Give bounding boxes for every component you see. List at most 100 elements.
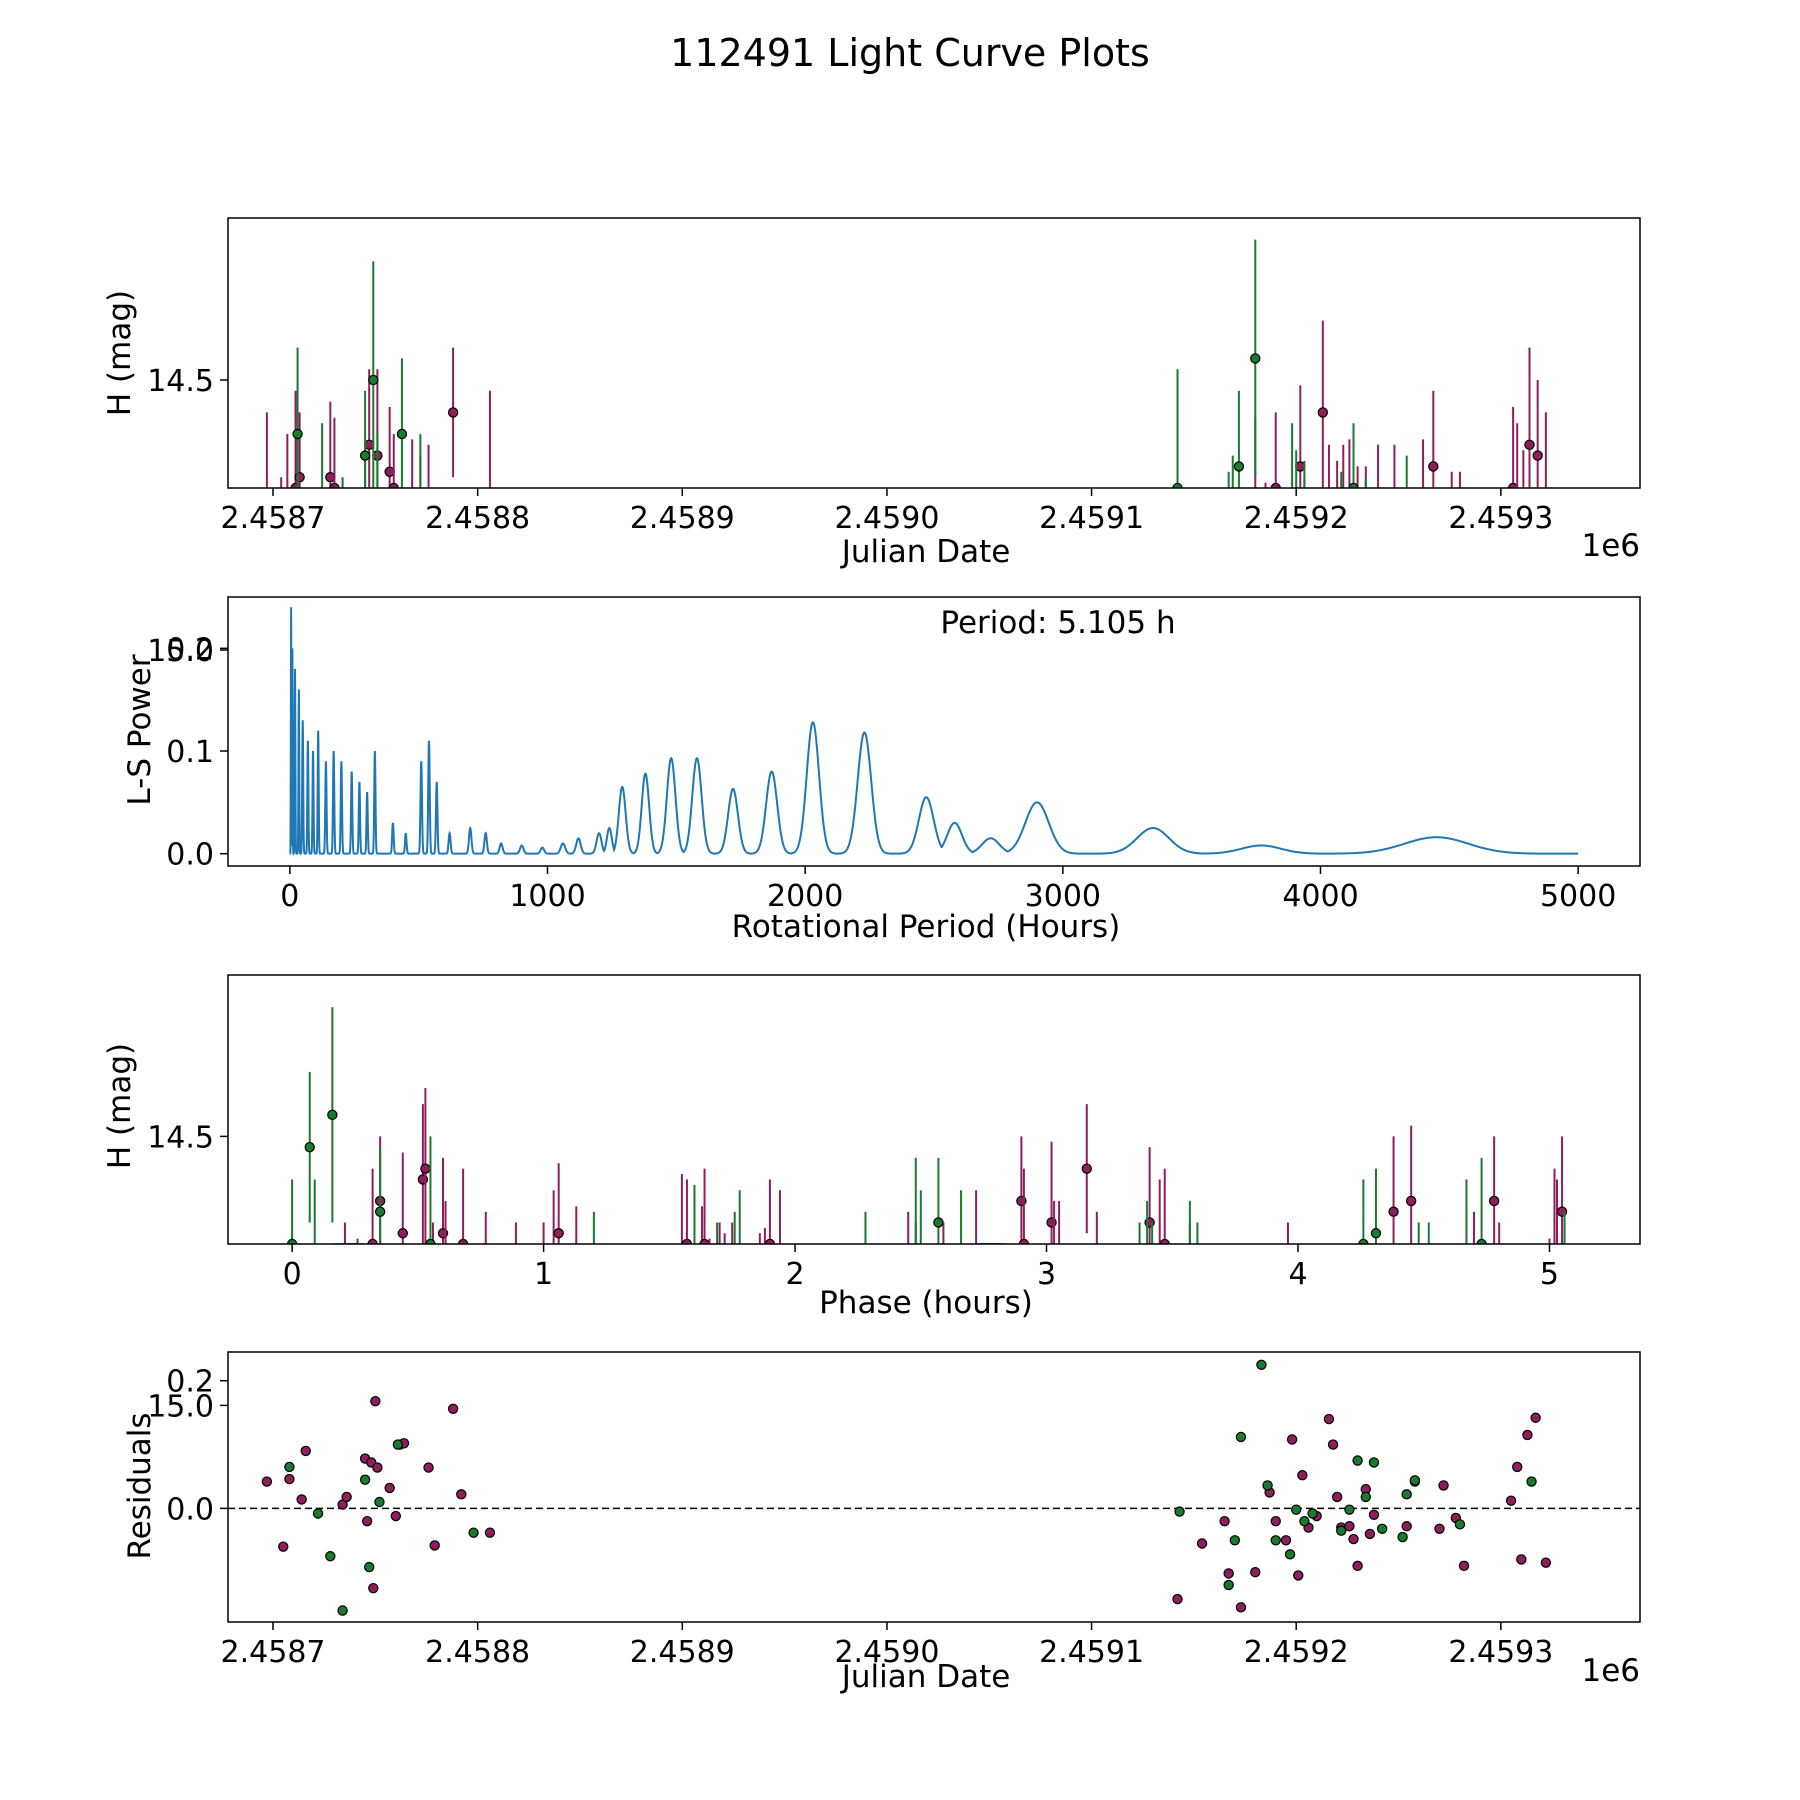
residuals-point-filter-a: [429, 1540, 440, 1551]
residuals-point-filter-a: [1344, 1521, 1355, 1532]
residuals-xtick-label: 2.4587: [221, 1635, 326, 1670]
phased-point-filter-a: [1081, 1163, 1092, 1174]
residuals-xlabel: Julian Date: [840, 1659, 1011, 1695]
raw-xtick-label: 2.4589: [630, 501, 735, 536]
periodogram-xtick-label: 4000: [1282, 879, 1358, 914]
residuals-point-filter-a: [284, 1473, 295, 1485]
raw-xtick-label: 2.4590: [834, 501, 939, 536]
phased-point-filter-b: [933, 1217, 944, 1228]
residuals-point-filter-b: [1307, 1508, 1318, 1519]
phased-point-filter-b: [286, 1238, 298, 1244]
residuals-xtick-label: 2.4590: [834, 1635, 939, 1670]
residuals-point-filter-a: [1250, 1567, 1261, 1578]
periodogram-annotation: Period: 5.105 h: [940, 605, 1175, 641]
residuals-point-filter-a: [1286, 1434, 1298, 1445]
phased-ylabel: H (mag): [102, 1043, 138, 1169]
phased-ytick-label: 14.5: [147, 1120, 214, 1155]
phased-ytick-label: 15.0: [147, 1389, 214, 1424]
residuals-point-filter-b: [1409, 1475, 1421, 1486]
residuals-point-filter-a: [1219, 1515, 1230, 1527]
residuals-point-filter-a: [372, 1462, 383, 1473]
residuals-point-filter-a: [1270, 1515, 1281, 1527]
phased-point-filter-a: [681, 1238, 693, 1244]
phased-point-filter-a: [1405, 1195, 1417, 1207]
residuals-xtick-label: 2.4588: [425, 1635, 530, 1670]
residuals-point-filter-b: [325, 1551, 336, 1562]
residuals-point-filter-b: [284, 1461, 295, 1473]
phased-point-filter-b: [327, 1109, 338, 1121]
periodogram-xtick-label: 2000: [767, 879, 843, 914]
residuals-xtick-label: 2.4589: [630, 1635, 735, 1670]
residuals-point-filter-a: [1522, 1429, 1533, 1441]
residuals-point-filter-a: [1280, 1535, 1292, 1546]
residuals-point-filter-b: [1270, 1535, 1281, 1546]
residuals-point-filter-a: [1512, 1461, 1523, 1473]
residuals-point-filter-b: [1376, 1523, 1388, 1535]
residuals-point-filter-b: [337, 1605, 348, 1616]
raw-point-filter-a: [447, 407, 459, 418]
raw-plot-area: 2.4587 2.4588 2.4589 2.4590 2.4591 2.4592 2.45…: [147, 217, 1641, 669]
raw-offset-label: 1e6: [1581, 528, 1640, 564]
residuals-plot-area: 2.4587 2.4588 2.4589 2.4590 2.4591 2.4592 2.45…: [166, 1351, 1641, 1670]
residuals-point-filter-a: [261, 1476, 273, 1487]
periodogram-plot-area: 0 1000 2000 3000 4000 5000 0.0 0.1 0.2: [166, 596, 1641, 914]
residuals-point-filter-b: [1229, 1535, 1241, 1546]
periodogram-xlabel: Rotational Period (Hours): [732, 909, 1121, 945]
phased-xtick-label: 2: [786, 1257, 805, 1292]
phased-point-filter-a: [457, 1238, 469, 1244]
residuals-point-filter-a: [341, 1491, 352, 1503]
residuals-point-filter-b: [1284, 1549, 1296, 1560]
residuals-xtick-label: 2.4592: [1244, 1635, 1349, 1670]
residuals-point-filter-a: [368, 1582, 379, 1594]
residuals-point-filter-a: [1348, 1533, 1359, 1545]
raw-xtick-label: 2.4592: [1244, 501, 1349, 536]
raw-point-filter-a: [1317, 407, 1329, 418]
residuals-point-filter-a: [423, 1462, 434, 1473]
periodogram-xtick-label: 1000: [509, 879, 585, 914]
residuals-point-filter-a: [1196, 1538, 1208, 1549]
residuals-point-filter-b: [1344, 1504, 1355, 1515]
phased-point-filter-b: [374, 1206, 386, 1217]
residuals-ylabel: Residuals: [122, 1412, 158, 1559]
residuals-point-filter-a: [296, 1494, 307, 1505]
phased-xtick-label: 3: [1037, 1257, 1056, 1292]
residuals-point-filter-a: [1235, 1602, 1247, 1613]
periodogram-ytick-label: 0.2: [166, 632, 214, 667]
residuals-point-filter-a: [1401, 1521, 1412, 1532]
phased-point-filter-a: [1388, 1206, 1399, 1217]
raw-point-filter-a: [1524, 439, 1535, 450]
residuals-point-filter-a: [447, 1403, 459, 1415]
residuals-point-filter-b: [392, 1439, 404, 1450]
raw-point-filter-b: [292, 428, 303, 440]
residuals-point-filter-b: [1299, 1515, 1310, 1527]
residuals-point-filter-b: [1223, 1579, 1234, 1591]
phased-point-filter-a: [553, 1228, 564, 1239]
residuals-point-filter-a: [1505, 1495, 1517, 1506]
residuals-point-filter-b: [1360, 1491, 1371, 1503]
residuals-point-filter-a: [1352, 1560, 1363, 1572]
raw-point-filter-b: [359, 450, 371, 461]
panel-residuals: Residuals Julian Date 1e6 2.4587 2.4588 2.…: [122, 1351, 1641, 1695]
residuals-point-filter-a: [1530, 1412, 1541, 1423]
periodogram-xtick-label: 5000: [1540, 879, 1616, 914]
raw-axes-frame: [227, 217, 1641, 489]
phased-point-filter-b: [1476, 1238, 1487, 1244]
periodogram-ylabel: L-S Power: [122, 654, 158, 805]
residuals-point-filter-b: [312, 1508, 324, 1519]
residuals-point-filter-a: [1172, 1593, 1183, 1605]
phased-point-filter-a: [367, 1238, 378, 1244]
residuals-point-filter-a: [390, 1510, 402, 1522]
raw-point-filter-b: [396, 428, 408, 440]
raw-point-filter-b: [1233, 461, 1245, 472]
residuals-point-filter-a: [1331, 1491, 1343, 1503]
raw-marks: [265, 239, 1547, 488]
residuals-point-filter-b: [1336, 1525, 1347, 1536]
residuals-point-filter-b: [1262, 1480, 1273, 1491]
residuals-point-filter-a: [1458, 1560, 1470, 1572]
phased-point-filter-b: [1370, 1228, 1382, 1239]
residuals-point-filter-b: [374, 1496, 385, 1508]
residuals-point-filter-b: [1526, 1476, 1537, 1487]
raw-point-filter-a: [1428, 461, 1439, 472]
phased-point-filter-a: [1488, 1195, 1500, 1207]
residuals-point-filter-a: [300, 1445, 311, 1457]
